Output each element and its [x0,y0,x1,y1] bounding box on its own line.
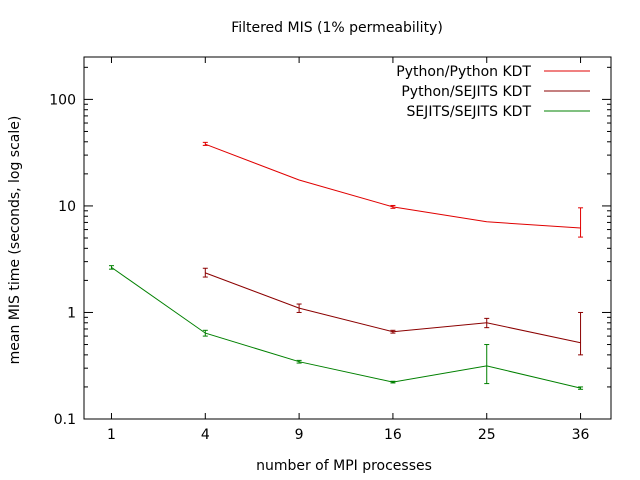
series-line [111,266,581,389]
y-axis-label: mean MIS time (seconds, log scale) [7,116,23,365]
legend: Python/Python KDT Python/SEJITS KDT SEJITS… [396,64,590,120]
series-line [205,143,581,229]
y-tick-label: 100 [49,92,76,108]
y-tick-label: 0.1 [54,412,76,428]
x-tick-label: 16 [384,427,402,443]
x-axis-label: number of MPI processes [256,458,432,474]
legend-label: SEJITS/SEJITS KDT [406,104,531,120]
legend-label: Python/SEJITS KDT [401,84,531,100]
y-tick-label: 1 [67,305,76,321]
y-tick-label: 10 [58,199,76,215]
chart-title: Filtered MIS (1% permeability) [231,20,443,36]
x-tick-label: 9 [295,427,304,443]
x-tick-label: 25 [478,427,496,443]
legend-label: Python/Python KDT [396,64,531,80]
plot-frame [83,56,612,420]
x-tick-label: 1 [107,427,116,443]
x-tick-label: 4 [201,427,210,443]
x-tick-label: 36 [572,427,590,443]
